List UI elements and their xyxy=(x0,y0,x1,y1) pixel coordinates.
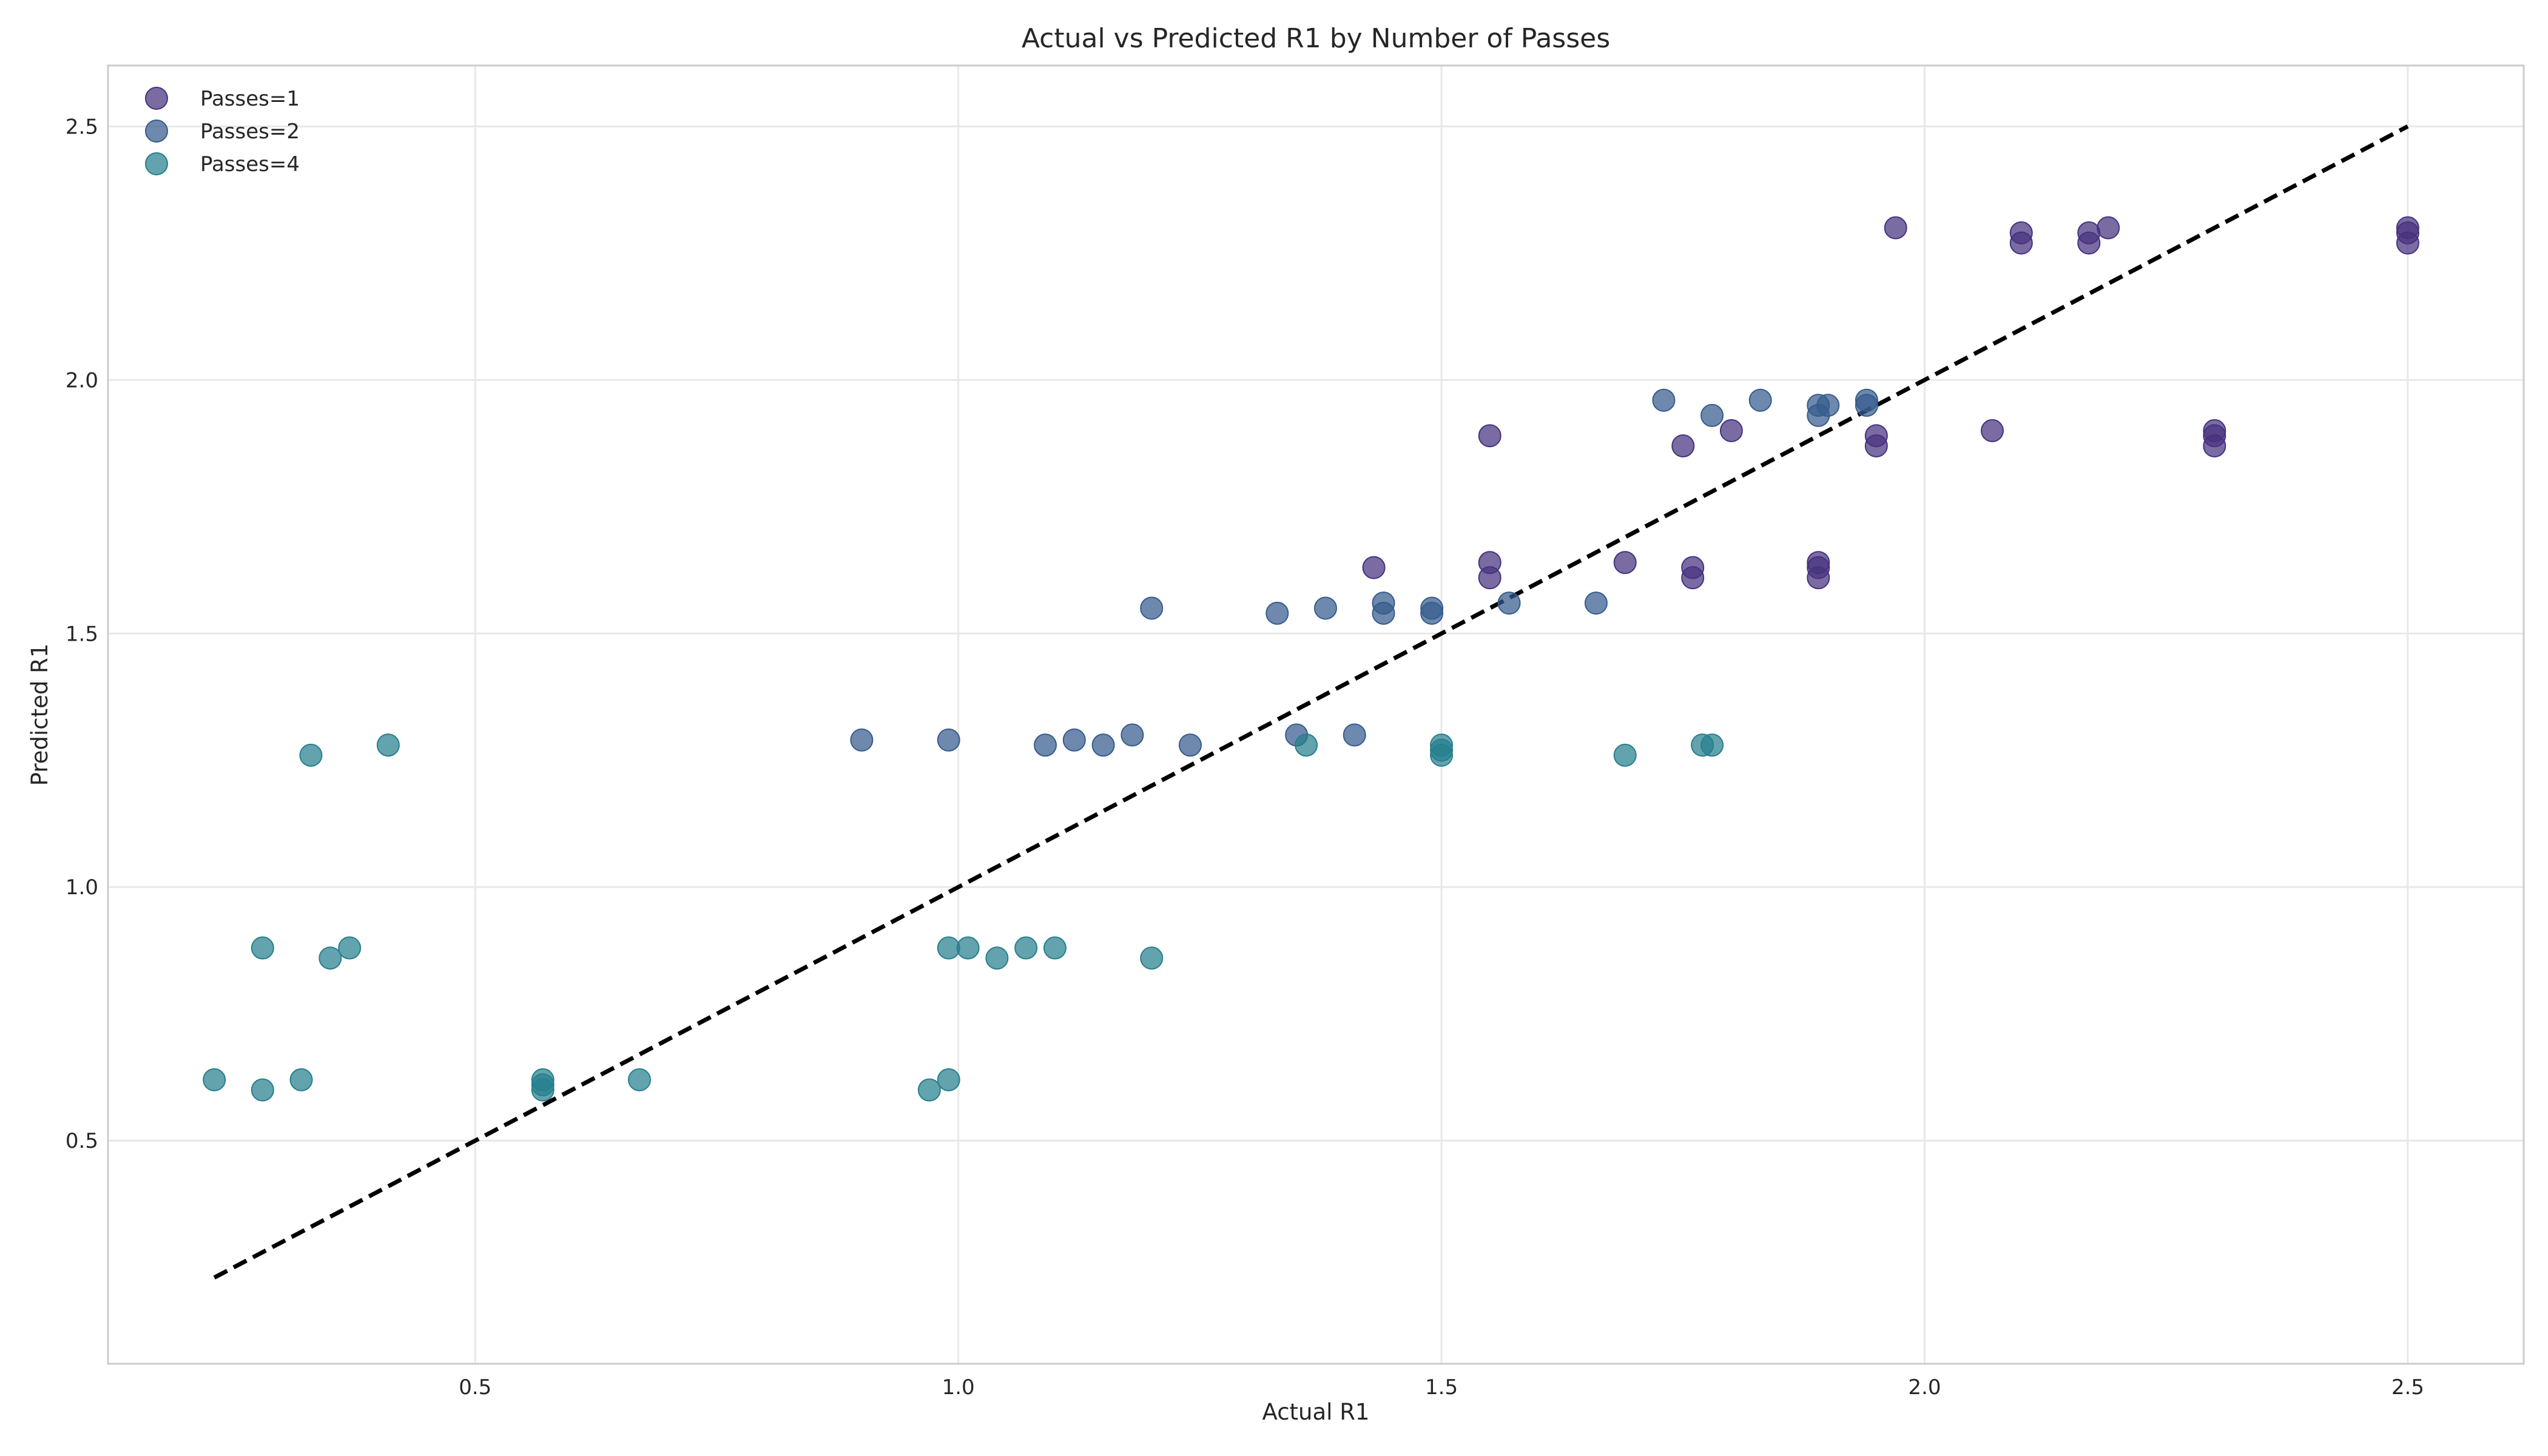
data-point xyxy=(251,936,274,960)
data-point xyxy=(2097,216,2120,240)
data-point xyxy=(1266,601,1289,625)
data-point xyxy=(203,1068,226,1091)
data-point xyxy=(1613,743,1637,767)
data-point xyxy=(1980,419,2004,442)
y-axis-label: Predicted R1 xyxy=(27,644,53,786)
data-point xyxy=(1343,723,1366,747)
data-point xyxy=(251,1078,274,1102)
data-point xyxy=(1719,419,1743,442)
plot-frame xyxy=(107,64,2525,1365)
legend-marker xyxy=(145,152,168,175)
data-point xyxy=(2009,231,2033,255)
legend-label: Passes=4 xyxy=(200,152,300,177)
data-point xyxy=(1430,743,1454,767)
data-point xyxy=(1034,733,1057,757)
y-tick-label: 0.5 xyxy=(66,1129,98,1153)
data-point xyxy=(1478,566,1502,590)
data-point xyxy=(1043,936,1067,960)
series-2 xyxy=(850,388,1878,757)
legend-marker xyxy=(145,87,168,110)
legend: Passes=1 Passes=2 Passes=4 xyxy=(145,87,300,177)
legend-marker xyxy=(145,120,168,143)
data-point xyxy=(1584,592,1608,615)
data-point xyxy=(1816,394,1840,417)
data-point xyxy=(1478,424,1502,448)
data-point xyxy=(628,1068,652,1091)
x-axis-label: Actual R1 xyxy=(1262,1399,1370,1425)
data-point xyxy=(1652,388,1676,412)
data-point xyxy=(1062,728,1086,752)
data-point xyxy=(1884,216,1907,240)
data-point xyxy=(1140,946,1164,970)
data-points xyxy=(203,216,2419,1102)
data-point xyxy=(1700,733,1724,757)
series-3 xyxy=(203,733,1724,1102)
y-tick-label: 1.5 xyxy=(66,622,98,646)
data-point xyxy=(1420,601,1444,625)
data-point xyxy=(1807,566,1830,590)
data-point xyxy=(937,728,960,752)
x-tick-label: 2.5 xyxy=(2391,1375,2424,1400)
ticks: 0.5 1.0 1.5 2.0 2.5 0.5 1.0 1.5 2.0 2.5 xyxy=(66,115,2424,1400)
data-point xyxy=(937,936,960,960)
data-point xyxy=(338,936,362,960)
y-tick-label: 2.5 xyxy=(66,115,98,139)
data-point xyxy=(1613,551,1637,575)
y-tick-label: 1.0 xyxy=(66,875,98,900)
data-point xyxy=(1681,566,1705,590)
data-point xyxy=(2077,231,2101,255)
data-point xyxy=(1855,394,1878,417)
data-point xyxy=(956,936,980,960)
data-point xyxy=(2203,434,2226,457)
x-tick-label: 2.0 xyxy=(1908,1375,1941,1400)
data-point xyxy=(1121,723,1144,747)
data-point xyxy=(2396,231,2419,255)
reference-line xyxy=(213,124,2409,1279)
data-point xyxy=(985,946,1009,970)
series-1 xyxy=(1362,216,2419,590)
legend-label: Passes=2 xyxy=(200,120,300,144)
y-tick-label: 2.0 xyxy=(66,368,98,393)
x-tick-label: 0.5 xyxy=(459,1375,491,1400)
data-point xyxy=(1864,434,1888,457)
x-tick-label: 1.5 xyxy=(1425,1375,1458,1400)
data-point xyxy=(917,1078,941,1102)
data-point xyxy=(1014,936,1038,960)
data-point xyxy=(1178,733,1202,757)
data-point xyxy=(1497,592,1521,615)
data-point xyxy=(1748,388,1772,412)
x-tick-label: 1.0 xyxy=(942,1375,975,1400)
legend-label: Passes=1 xyxy=(200,87,300,111)
grid xyxy=(108,66,2524,1364)
chart-title: Actual vs Predicted R1 by Number of Pass… xyxy=(1022,23,1610,54)
data-point xyxy=(1091,733,1115,757)
data-point xyxy=(1295,733,1318,757)
data-point xyxy=(376,733,400,757)
data-point xyxy=(318,946,342,970)
data-point xyxy=(1700,403,1724,427)
data-point xyxy=(531,1078,554,1102)
data-point xyxy=(1372,601,1395,625)
data-point xyxy=(1313,596,1337,620)
data-point xyxy=(289,1068,313,1091)
data-point xyxy=(937,1068,960,1091)
data-point xyxy=(299,743,323,767)
data-point xyxy=(1140,596,1164,620)
data-point xyxy=(1362,556,1386,579)
data-point xyxy=(1671,434,1695,457)
data-point xyxy=(850,728,874,752)
